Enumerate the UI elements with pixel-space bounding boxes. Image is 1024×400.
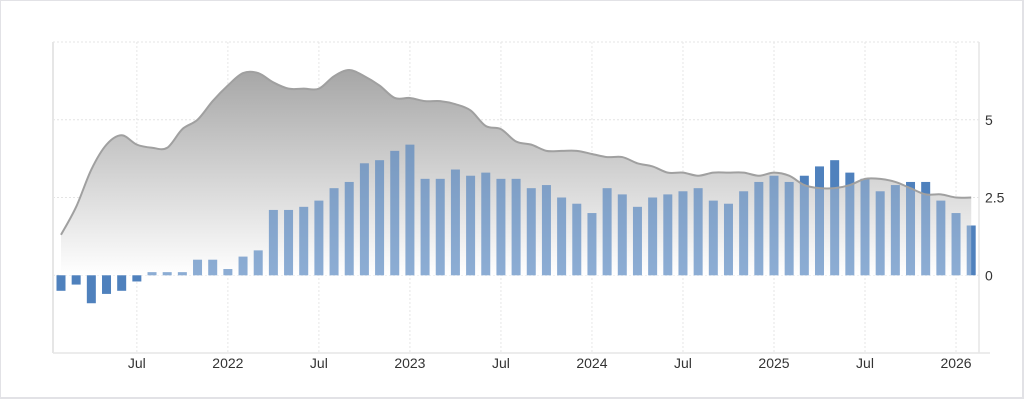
x-tick-label: 2022 [212,355,243,371]
bar [86,275,96,304]
axes: 0 2.5 5 Jul 2022 Jul 2023 Jul 2024 Jul 2025 Jul 2026 [52,42,1005,371]
x-tick-label: 2026 [940,355,971,371]
bar [56,275,66,291]
y-tick-label: 5 [985,112,993,128]
x-tick-label: 2024 [576,355,607,371]
area-overlay [60,68,972,276]
x-tick-label: Jul [128,355,146,371]
y-tick-label: 0 [985,267,993,283]
area-overlay-fill [61,69,972,276]
x-tick-label: Jul [492,355,510,371]
bar [102,275,112,294]
bar [132,275,142,282]
bar [71,275,81,285]
y-tick-label: 2.5 [985,190,1005,206]
x-tick-label: Jul [674,355,692,371]
x-tick-label: Jul [310,355,328,371]
area-line [60,68,972,236]
x-tick-label: 2025 [758,355,789,371]
x-tick-label: 2023 [394,355,425,371]
x-tick-label: Jul [856,355,874,371]
bar [117,275,127,291]
